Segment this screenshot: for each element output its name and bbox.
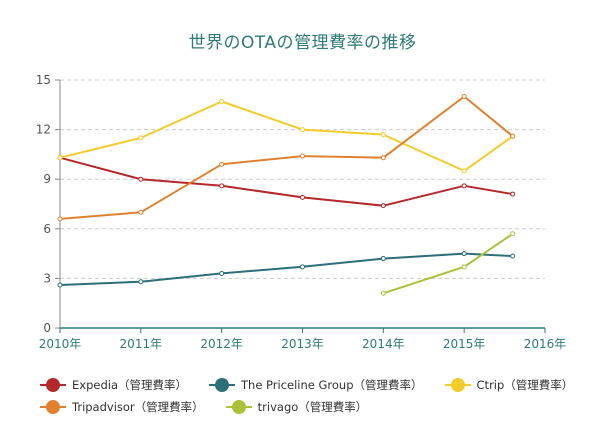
legend-swatch-dot <box>450 378 465 392</box>
legend-label: Tripadvisor（管理費率） <box>72 400 204 414</box>
x-tick-label: 2014年 <box>362 337 405 351</box>
legend-item[interactable]: Expedia（管理費率） <box>40 377 187 393</box>
legend-row: Tripadvisor（管理費率） trivago（管理費率） <box>40 396 580 418</box>
legend-row: Expedia（管理費率） The Priceline Group（管理費率） Ct… <box>40 374 580 396</box>
y-tick-label: 9 <box>43 172 51 186</box>
data-point[interactable] <box>300 264 305 270</box>
data-point[interactable] <box>57 216 63 222</box>
x-tick-label: 2015年 <box>443 337 486 351</box>
data-point[interactable] <box>461 251 467 257</box>
data-point[interactable] <box>138 279 144 285</box>
data-point[interactable] <box>461 94 467 100</box>
series-line[interactable] <box>59 95 514 220</box>
legend-swatch <box>40 400 66 414</box>
legend-swatch-dot <box>46 378 60 392</box>
data-point[interactable] <box>380 132 386 138</box>
series-line[interactable] <box>59 156 513 207</box>
series-line[interactable] <box>382 232 514 295</box>
grid-lines <box>60 79 545 279</box>
x-tick-label: 2012年 <box>200 337 243 351</box>
data-point[interactable] <box>510 231 516 237</box>
data-point[interactable] <box>380 290 386 296</box>
legend-swatch <box>209 378 235 392</box>
data-point[interactable] <box>300 153 305 159</box>
data-point[interactable] <box>57 155 63 161</box>
legend-item[interactable]: Tripadvisor（管理費率） <box>40 399 204 415</box>
legend-swatch <box>40 378 66 392</box>
y-tick-label: 6 <box>43 222 51 236</box>
y-tick-label: 12 <box>36 123 51 137</box>
y-tick-label: 0 <box>43 321 51 335</box>
x-tick-label: 2016年 <box>524 337 567 351</box>
data-point[interactable] <box>380 256 386 262</box>
x-tick-label: 2010年 <box>39 337 82 351</box>
legend: Expedia（管理費率） The Priceline Group（管理費率） Ct… <box>40 374 580 418</box>
data-point[interactable] <box>57 282 63 288</box>
series-1 <box>57 251 516 288</box>
data-point[interactable] <box>219 161 225 167</box>
legend-swatch-dot <box>215 378 229 392</box>
x-tick-label: 2013年 <box>281 337 324 351</box>
data-point[interactable] <box>510 191 516 197</box>
x-tick-label: 2011年 <box>120 337 163 351</box>
legend-swatch-dot <box>46 400 60 414</box>
legend-label: Expedia（管理費率） <box>72 378 187 392</box>
data-point[interactable] <box>461 183 467 189</box>
y-tick-label: 3 <box>43 271 51 285</box>
data-point[interactable] <box>219 98 225 104</box>
axes: 0 3 6 9 12 15 2010年 2011年 2012年 2013年 2014年 2015年 20… <box>36 73 567 351</box>
legend-label: trivago（管理費率） <box>257 400 368 414</box>
legend-swatch <box>225 400 252 414</box>
data-point[interactable] <box>219 183 225 189</box>
series-line[interactable] <box>59 252 513 286</box>
data-point[interactable] <box>510 253 516 259</box>
series-layer <box>57 94 516 296</box>
legend-item[interactable]: trivago（管理費率） <box>225 399 368 415</box>
legend-label: Ctrip（管理費率） <box>476 378 574 392</box>
data-point[interactable] <box>138 176 144 182</box>
data-point[interactable] <box>138 135 144 141</box>
data-point[interactable] <box>138 209 144 215</box>
data-point[interactable] <box>380 203 386 209</box>
data-point[interactable] <box>461 168 467 174</box>
chart-title: 世界のOTAの管理費率の推移 <box>188 33 417 53</box>
data-point[interactable] <box>300 127 305 133</box>
legend-swatch-dot <box>231 400 246 414</box>
data-point[interactable] <box>461 264 467 270</box>
series-3 <box>57 94 516 222</box>
legend-label: The Priceline Group（管理費率） <box>241 378 423 392</box>
legend-item[interactable]: The Priceline Group（管理費率） <box>209 377 423 393</box>
data-point[interactable] <box>510 133 516 139</box>
series-4 <box>380 231 516 296</box>
data-point[interactable] <box>380 155 386 161</box>
y-tick-label: 15 <box>36 73 51 87</box>
data-point[interactable] <box>300 194 305 200</box>
data-point[interactable] <box>219 270 225 276</box>
legend-swatch <box>444 378 471 392</box>
legend-item[interactable]: Ctrip（管理費率） <box>444 377 574 393</box>
